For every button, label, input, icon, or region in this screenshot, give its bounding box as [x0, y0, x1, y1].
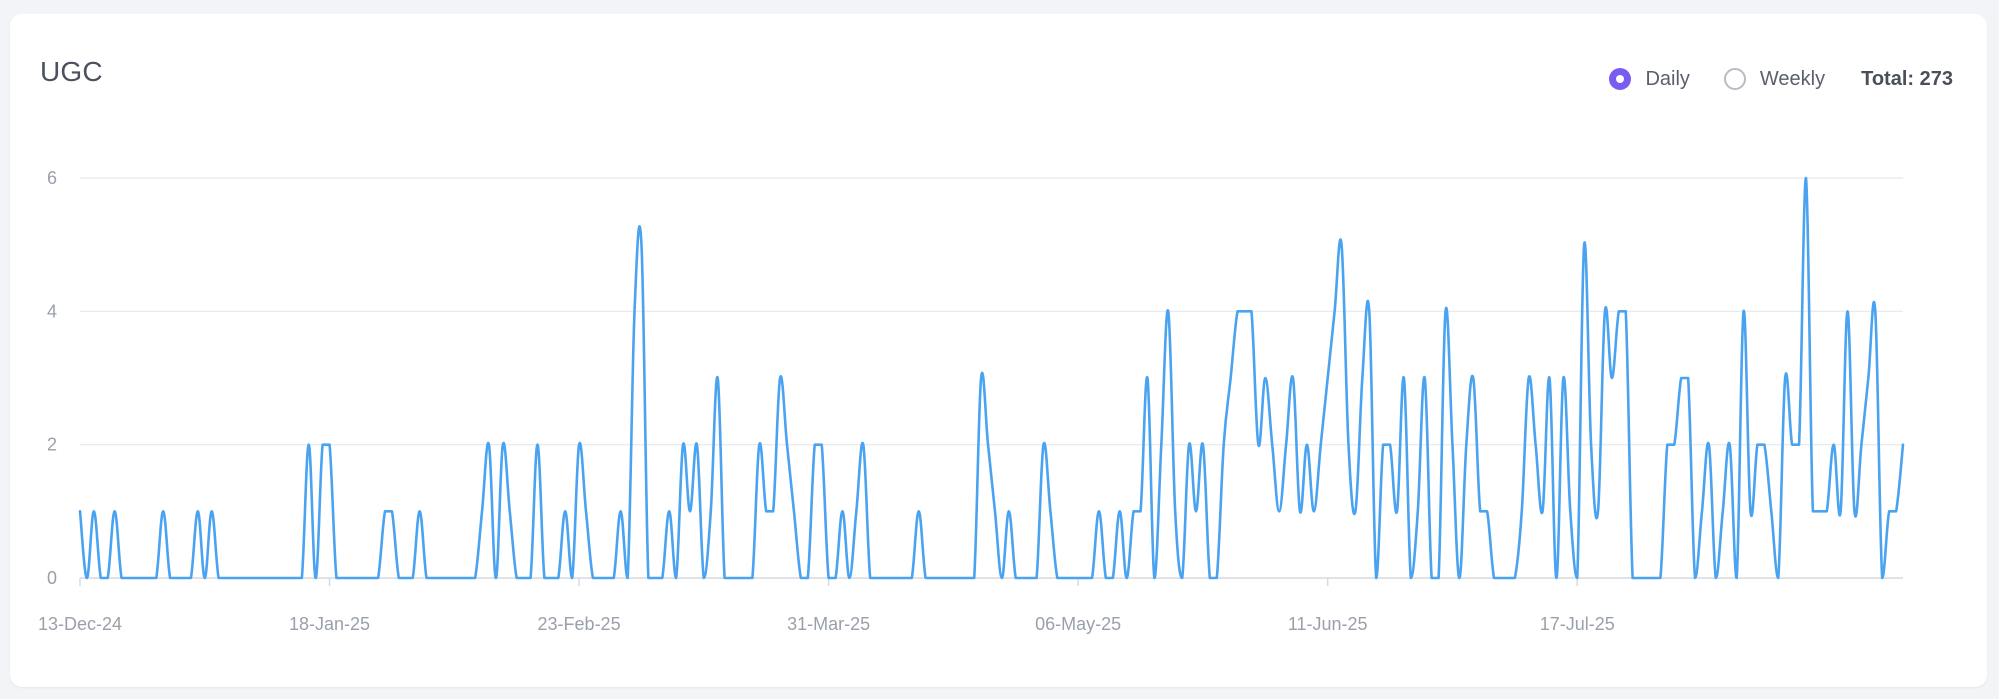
x-tick-label: 11-Jun-25	[1288, 614, 1368, 634]
x-tick-label: 17-Jul-25	[1540, 614, 1615, 634]
line-chart: 0 2 4 6 13-Dec-24 18-Jan-25 23-Feb-25 31-Mar-2…	[38, 168, 1905, 634]
interval-controls: Daily Weekly Total: 273	[1609, 64, 1953, 94]
radio-unselected-icon	[1723, 68, 1746, 90]
daily-label: Daily	[1645, 67, 1690, 90]
x-tick-label: 13-Dec-24	[38, 614, 122, 634]
chart-title: UGC	[40, 56, 103, 87]
y-tick-label: 4	[47, 301, 57, 321]
y-axis-ticks: 0 2 4 6	[47, 168, 57, 588]
x-tick-label: 18-Jan-25	[289, 614, 370, 634]
y-tick-label: 0	[47, 568, 57, 588]
weekly-radio[interactable]: Weekly	[1723, 67, 1826, 91]
ugc-chart-card: UGC Daily Weekly Total: 273 0 2 4 6 13-Dec-…	[10, 14, 1987, 687]
daily-radio[interactable]: Daily	[1609, 67, 1690, 91]
x-tick-label: 31-Mar-25	[787, 614, 870, 634]
total-count: Total: 273	[1861, 68, 1953, 91]
radio-selected-icon	[1609, 68, 1632, 90]
total-label: Total:	[1861, 67, 1915, 90]
x-tick-label: 23-Feb-25	[538, 614, 621, 634]
x-axis-ticks: 13-Dec-24 18-Jan-25 23-Feb-25 31-Mar-25 06-M…	[38, 578, 1615, 634]
weekly-label: Weekly	[1759, 67, 1826, 90]
y-tick-label: 6	[47, 168, 57, 188]
total-value: 273	[1919, 67, 1953, 90]
series-line-ugc	[78, 176, 1905, 580]
y-tick-label: 2	[47, 435, 57, 455]
gridlines	[80, 177, 1903, 579]
x-tick-label: 06-May-25	[1035, 614, 1121, 634]
